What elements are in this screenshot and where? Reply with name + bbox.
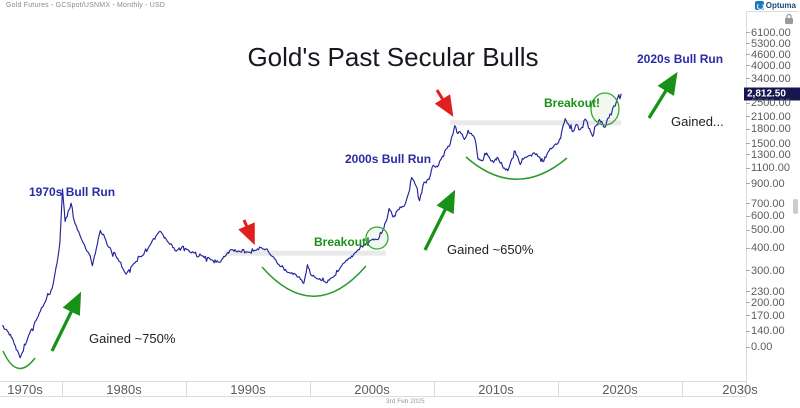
accumulation-arc	[2, 350, 36, 370]
price-tick-label: 700.00	[746, 198, 785, 210]
gain-label-2020s[interactable]: Gained...	[671, 114, 724, 129]
decade-separator	[62, 381, 63, 396]
decade-separator	[558, 381, 559, 396]
price-tick-label: 5300.00	[746, 38, 791, 50]
last-price-badge: 2,812.50	[744, 87, 800, 101]
tick-mark	[746, 43, 750, 45]
tick-mark	[746, 167, 750, 169]
accumulation-arc-drawings[interactable]	[2, 156, 568, 370]
resistance-zones[interactable]	[224, 120, 622, 256]
tick-mark	[746, 346, 750, 348]
price-axis-scrollbar[interactable]	[793, 199, 798, 214]
gain-label-750[interactable]: Gained ~750%	[89, 331, 176, 346]
tick-mark	[746, 143, 750, 145]
optuma-logo-text: Optuma	[765, 1, 796, 10]
bull-run-label-2020s[interactable]: 2020s Bull Run	[637, 52, 724, 66]
tick-mark	[746, 291, 750, 293]
tick-mark	[746, 78, 750, 80]
optuma-logo: Optuma	[754, 1, 796, 10]
accumulation-arc	[261, 265, 367, 297]
tick-mark	[746, 54, 750, 56]
optuma-logo-icon	[754, 1, 764, 10]
gain-label-650[interactable]: Gained ~650%	[447, 242, 534, 257]
price-tick-label: 500.00	[746, 224, 785, 236]
time-axis-bottom-border	[0, 396, 746, 397]
breakout-circle-drawings[interactable]	[365, 92, 620, 250]
breakout-label-1990s[interactable]: Breakout!	[314, 235, 371, 249]
price-tick-label: 3400.00	[746, 73, 791, 85]
tick-mark	[746, 116, 750, 118]
decade-separator	[310, 381, 311, 396]
green-gain-arrow	[647, 71, 678, 119]
decade-label: 2020s	[602, 382, 638, 397]
price-tick-label: 1300.00	[746, 149, 791, 161]
time-axis-top-border	[0, 381, 746, 382]
tick-mark	[746, 270, 750, 272]
time-axis[interactable]: 1970s 1980s 1990s 2000s 2010s 2020s 2030s	[0, 381, 758, 397]
tick-mark	[746, 32, 750, 34]
bull-run-label-2000s[interactable]: 2000s Bull Run	[345, 152, 432, 166]
price-chart-canvas[interactable]	[0, 11, 746, 381]
gold-price-line[interactable]	[2, 93, 622, 359]
price-tick-label: 0.00	[746, 341, 772, 353]
price-tick-label: 300.00	[746, 265, 785, 277]
tick-mark	[746, 229, 750, 231]
decade-separator	[682, 381, 683, 396]
tick-mark	[746, 315, 750, 317]
decade-label: 2010s	[478, 382, 514, 397]
tick-mark	[746, 183, 750, 185]
breakout-label-2020s[interactable]: Breakout!	[544, 96, 601, 110]
bull-run-label-1970s[interactable]: 1970s Bull Run	[29, 185, 116, 199]
decade-separator	[434, 381, 435, 396]
price-tick-label: 1500.00	[746, 138, 791, 150]
chart-title[interactable]: Gold's Past Secular Bulls	[247, 42, 539, 72]
price-tick-label: 900.00	[746, 178, 785, 190]
chart-plot-area[interactable]: Gold's Past Secular Bulls 1970s Bull Run…	[0, 11, 746, 381]
green-gain-arrow	[50, 291, 82, 352]
decade-label: 1990s	[230, 382, 266, 397]
price-tick-label: 400.00	[746, 242, 785, 254]
tick-mark	[746, 302, 750, 304]
price-tick-label: 1800.00	[746, 123, 791, 135]
price-axis[interactable]: 2,812.50 6100.00 5300.00 4600.00 4000.00 340…	[744, 11, 800, 396]
red-peak-arrow	[434, 89, 454, 117]
tick-mark	[746, 128, 750, 130]
red-peak-arrow	[238, 219, 255, 246]
tick-mark	[746, 65, 750, 67]
price-tick-label: 4000.00	[746, 60, 791, 72]
price-tick-label: 600.00	[746, 210, 785, 222]
price-tick-label: 200.00	[746, 297, 785, 309]
tick-mark	[746, 247, 750, 249]
decade-label: 2030s	[722, 382, 758, 397]
breakout-circle	[590, 92, 620, 126]
lock-icon[interactable]	[783, 13, 795, 25]
tick-mark	[746, 154, 750, 156]
accumulation-arc	[465, 156, 568, 180]
price-tick-label: 6100.00	[746, 27, 791, 39]
price-tick-label: 1100.00	[746, 162, 790, 174]
gain-green-arrows[interactable]	[50, 71, 678, 352]
breakout-circle	[365, 226, 389, 250]
price-tick-label: 2500.00	[746, 97, 791, 109]
instrument-title: Gold Futures - GCSpot/USNMX - Monthly - …	[6, 2, 166, 9]
decade-label: 1970s	[7, 382, 43, 397]
decade-label: 2000s	[354, 382, 390, 397]
price-tick-label: 2100.00	[746, 111, 791, 123]
tick-mark	[746, 102, 750, 104]
peak-red-arrows[interactable]	[238, 89, 454, 246]
price-tick-label: 230.00	[746, 286, 785, 298]
green-gain-arrow	[423, 189, 456, 251]
tick-mark	[746, 330, 750, 332]
decade-label: 1980s	[106, 382, 142, 397]
tick-mark	[746, 215, 750, 217]
chart-date: 3rd Feb 2025	[386, 398, 425, 405]
decade-separator	[186, 381, 187, 396]
price-tick-label: 140.00	[746, 325, 785, 337]
price-tick-label: 170.00	[746, 310, 785, 322]
price-tick-label: 4600.00	[746, 49, 791, 61]
tick-mark	[746, 203, 750, 205]
